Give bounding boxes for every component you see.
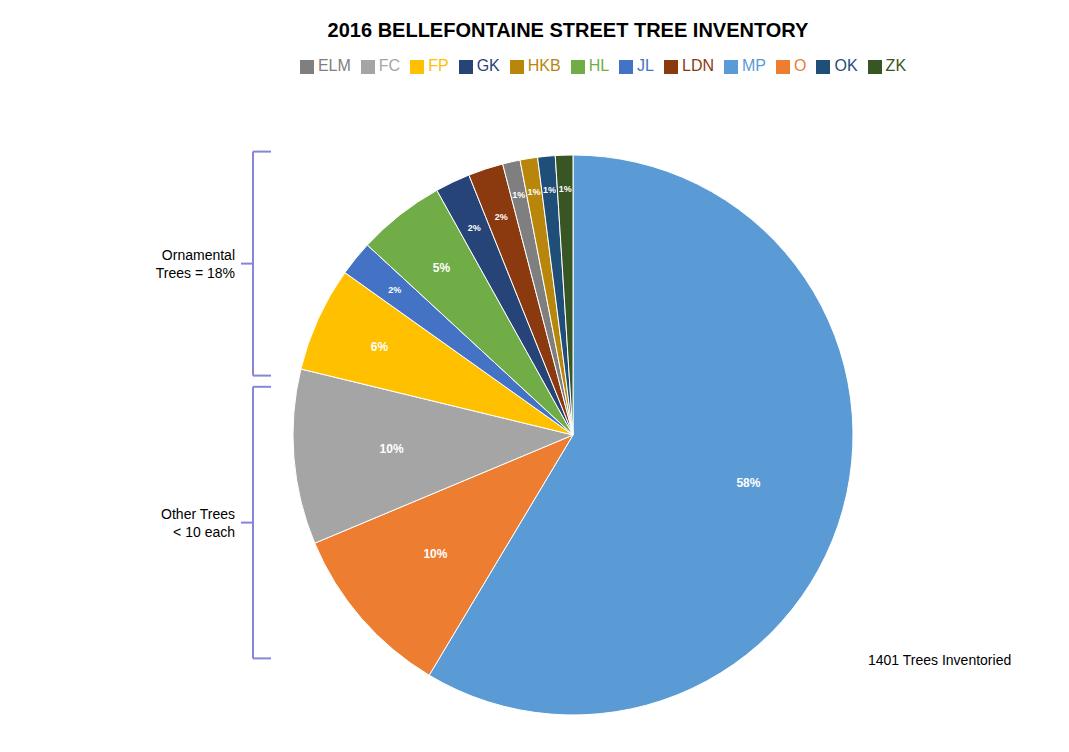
svg-text:58%: 58% [736,476,760,490]
html-text:LDN: LDN [682,57,714,74]
html-text:1401 Trees Inventoried: 1401 Trees Inventoried [868,652,1012,668]
svg-text:1%: 1% [543,185,556,195]
html-text:2016 BELLEFONTAINE STREET TREE: 2016 BELLEFONTAINE STREET TREE INVENTORY [327,19,809,41]
html-text:GK: GK [476,57,500,74]
svg-text:2%: 2% [468,223,481,233]
svg-text:1%: 1% [559,184,572,194]
html-text:Ornamental Trees = 18%: Ornamental Trees = 18% [155,246,235,281]
html-text:MP: MP [742,57,766,74]
svg-text:1%: 1% [512,190,525,200]
html-text:FC: FC [378,57,401,74]
html-text:JL: JL [637,57,654,74]
svg-text:10%: 10% [380,442,404,456]
html-text:HKB: HKB [527,57,561,74]
html-text:ZK: ZK [885,57,907,74]
svg-text:1%: 1% [528,187,541,197]
html-text:ELM: ELM [317,57,351,74]
svg-text:5%: 5% [433,261,451,275]
html-text:Other Trees < 10 each: Other Trees < 10 each [161,505,235,540]
html-text:FP: FP [428,57,449,74]
svg-text:2%: 2% [495,212,508,222]
html-text:OK: OK [834,57,858,74]
svg-text:2%: 2% [388,285,401,295]
html-text:O: O [794,57,807,74]
html-text:HL: HL [588,57,610,74]
svg-text:10%: 10% [423,547,447,561]
svg-text:6%: 6% [371,340,389,354]
